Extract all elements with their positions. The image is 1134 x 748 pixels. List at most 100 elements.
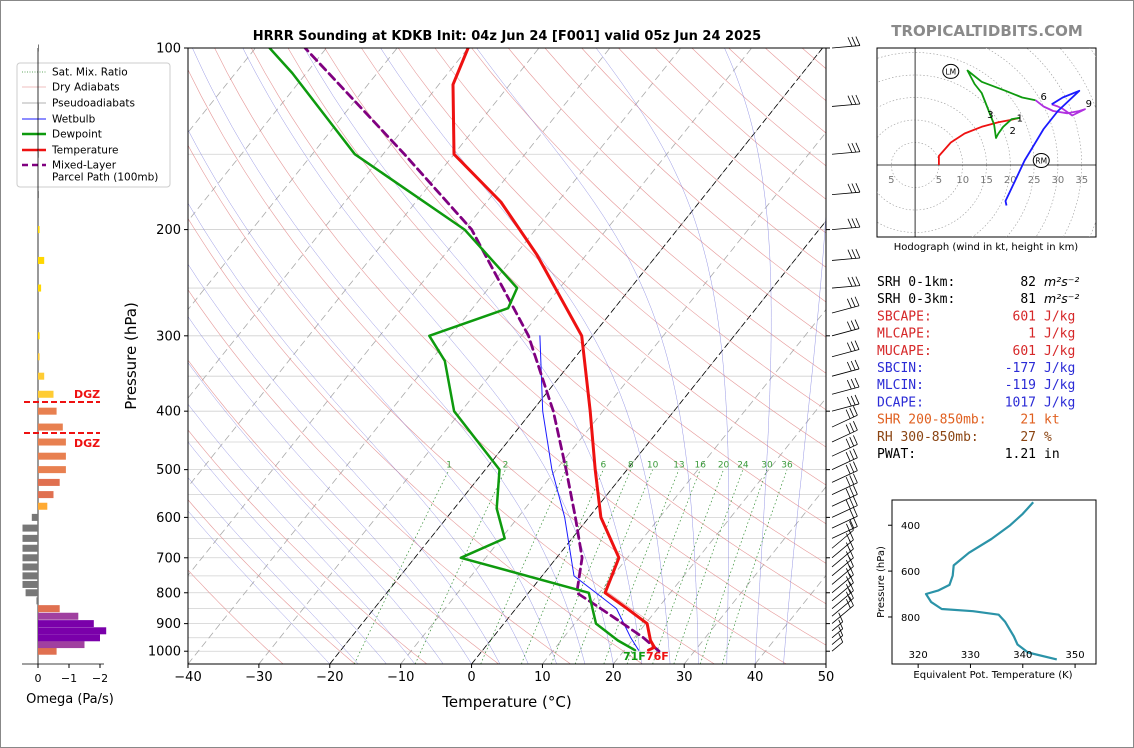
wind-barb [831, 461, 858, 483]
wind-barb-staff [831, 45, 860, 49]
y-tick-label: 500 [156, 463, 181, 478]
mixing-ratio-label: 10 [647, 461, 659, 471]
wind-barb-staff [831, 566, 854, 585]
wind-barb-flag [850, 341, 856, 351]
omega-bar [38, 452, 66, 460]
legend-label-line: Parcel Path (100mb) [52, 172, 158, 184]
omega-bar [22, 580, 38, 588]
wind-barb-staff [831, 505, 858, 518]
y-tick-label: 100 [156, 42, 181, 57]
wind-barb-flag [838, 612, 844, 622]
hodograph-height-label: 3 [987, 110, 993, 121]
index-label: MUCAPE: [877, 344, 932, 359]
wind-barb-flag [850, 320, 856, 330]
theta-e-x-tick-label: 340 [1013, 650, 1032, 661]
wind-barb-flag [846, 551, 851, 561]
skewt-panel: 1 2 4 6 8 10 13 16 20 24 30 36 −40 −30 −20 −10 0 10 20 30 4… [122, 36, 861, 711]
y-tick-label: 900 [156, 617, 181, 632]
hodograph-ring-label: 30 [1052, 175, 1065, 186]
omega-bar [38, 502, 48, 510]
index-value: -119 [1005, 378, 1036, 393]
omega-bar [38, 627, 107, 635]
wind-barb-flag [849, 436, 855, 447]
mixing-ratio-label: 30 [761, 461, 773, 471]
wind-barb-flag [838, 626, 844, 636]
moist-adiabat-line [188, 263, 501, 664]
wind-barb-staff [831, 597, 854, 617]
legend-label-line: Pseudoadiabats [52, 98, 135, 110]
omega-panel: Omega (Pa/s) DGZ DGZ 0 −1 −2 [22, 44, 114, 707]
wind-barb-flag [845, 424, 851, 434]
moist-adiabat-line [188, 362, 444, 664]
wind-barb [831, 435, 858, 457]
omega-bar [38, 407, 57, 415]
theta-e-x-tick-label: 320 [909, 650, 928, 661]
omega-bar [38, 150, 39, 158]
wind-barb-flag [845, 488, 851, 498]
hodograph-ring-label: 5 [888, 175, 894, 186]
wind-barb [831, 421, 858, 443]
hodograph-ring-label: 25 [1028, 175, 1041, 186]
x-tick-label: −20 [316, 670, 343, 685]
omega-bar [38, 191, 39, 199]
wind-barb [831, 539, 854, 568]
moist-adiabat-line [242, 48, 614, 664]
wind-barb-flag [847, 218, 853, 229]
mixing-ratio-line [574, 469, 653, 664]
skewt-axes-frame [187, 47, 827, 665]
omega-bar [38, 423, 63, 431]
omega-bar [38, 332, 40, 340]
wind-barb [831, 573, 854, 602]
wind-barb [831, 319, 860, 337]
wind-barb [831, 589, 854, 617]
wind-barb-flag [853, 507, 858, 517]
omega-bar [38, 44, 39, 52]
wind-barb-flag [850, 395, 856, 406]
x-tick-label: −10 [387, 670, 414, 685]
omega-bar [38, 353, 40, 361]
moist-adiabat-line [595, 48, 730, 664]
moist-adiabat-line [188, 129, 557, 664]
isotherm-line [258, 48, 753, 664]
omega-bar [25, 589, 38, 597]
moist-adiabat-line [304, 48, 642, 664]
wind-barb-flag [846, 342, 852, 352]
storm-motion-label: LM [945, 67, 956, 76]
wind-barb-flag [847, 183, 853, 194]
x-tick-label: 40 [747, 670, 764, 685]
omega-bar [38, 438, 66, 446]
skewt-grid: 1 2 4 6 8 10 13 16 20 24 30 36 [188, 48, 826, 664]
x-tick-label: 20 [605, 670, 622, 685]
dgz-label: DGZ [74, 437, 100, 450]
omega-xlabel: Omega (Pa/s) [26, 692, 114, 707]
storm-motion-marker [942, 63, 960, 79]
wind-barb-staff [831, 482, 858, 495]
theta-e-ylabel: Pressure (hPa) [876, 546, 887, 618]
index-unit: in [1044, 447, 1060, 462]
index-unit: kt [1044, 413, 1060, 428]
wind-barb-flag [845, 499, 851, 510]
hodograph-trace [966, 69, 1036, 139]
legend-label-line: Dry Adiabats [52, 82, 120, 94]
hodograph-frame [876, 47, 1097, 238]
hodograph-height-label: 6 [1040, 92, 1046, 103]
wind-barb [831, 359, 860, 377]
wind-barb [831, 548, 854, 577]
wind-barb-flag [853, 421, 858, 431]
index-unit: J/kg [1044, 395, 1075, 410]
wind-barb-flag [849, 407, 855, 418]
hodograph-ring-label: 15 [980, 175, 993, 186]
y-tick-label: 400 [156, 405, 181, 420]
wind-barb [831, 581, 854, 609]
wind-barb [831, 496, 858, 518]
omega-bar [38, 612, 79, 620]
omega-bar [38, 620, 94, 628]
mixing-ratio-label: 6 [600, 461, 606, 471]
wind-barb-flag [849, 596, 854, 606]
wind-barb-flag [846, 559, 851, 570]
hodograph-panel: 5 5 10 15 20 25 30 35 12 3 6 9 LM RM Hodograph (wind … [876, 47, 1097, 253]
wind-barb-staff [831, 285, 860, 289]
wind-barb-flag [845, 452, 851, 462]
wind-barb-flag [854, 340, 860, 350]
